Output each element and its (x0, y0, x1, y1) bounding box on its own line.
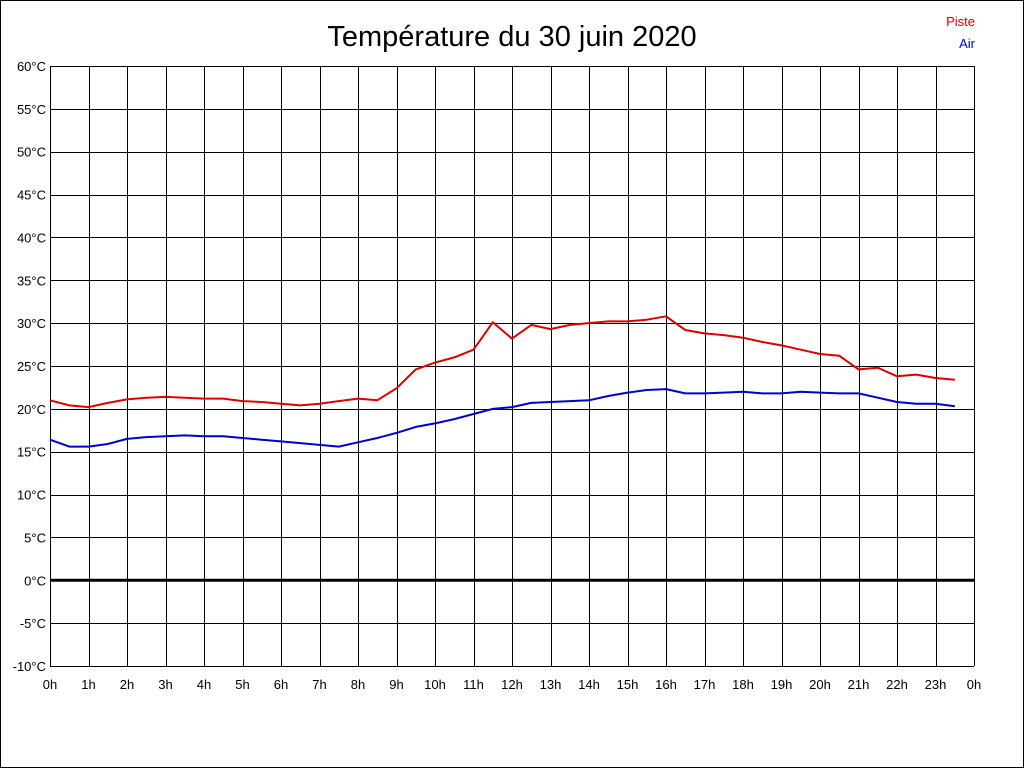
series-line-piste (49, 315, 955, 409)
chart-title: Température du 30 juin 2020 (327, 21, 696, 53)
x-tick-label: 19h (771, 677, 793, 692)
x-tick-label: 2h (120, 677, 134, 692)
x-tick-label: 14h (578, 677, 600, 692)
x-tick-label: 0h (967, 677, 981, 692)
y-axis-ticks: 60°C 55°C 50°C 45°C 40°C 35°C 30°C 25°C 20°C 15°C… (13, 59, 46, 674)
x-tick-label: 18h (732, 677, 754, 692)
y-tick-label: 55°C (17, 102, 46, 117)
x-tick-label: 13h (540, 677, 562, 692)
x-tick-label: 15h (617, 677, 639, 692)
x-tick-label: 7h (312, 677, 326, 692)
series-line-air (49, 388, 955, 448)
x-tick-label: 23h (925, 677, 947, 692)
x-tick-label: 5h (235, 677, 249, 692)
x-tick-label: 22h (886, 677, 908, 692)
x-tick-label: 10h (424, 677, 446, 692)
chart-grid (50, 66, 975, 667)
y-tick-label: 60°C (17, 59, 46, 74)
y-tick-label: 40°C (17, 230, 46, 245)
x-tick-label: 3h (158, 677, 172, 692)
x-tick-label: 1h (81, 677, 95, 692)
x-tick-label: 12h (501, 677, 523, 692)
y-tick-label: 5°C (24, 530, 46, 545)
y-tick-label: 20°C (17, 402, 46, 417)
x-tick-label: 8h (351, 677, 365, 692)
x-tick-label: 11h (463, 677, 484, 692)
legend-entry-air: Air (959, 36, 976, 51)
x-tick-label: 0h (43, 677, 57, 692)
y-tick-label: 45°C (17, 188, 46, 203)
x-tick-label: 21h (848, 677, 870, 692)
x-tick-label: 20h (809, 677, 831, 692)
y-tick-label: 0°C (24, 573, 46, 588)
y-tick-label: 10°C (17, 488, 46, 503)
chart-series (49, 315, 955, 448)
legend-entry-piste: Piste (946, 14, 975, 29)
chart-legend: Piste Air (946, 14, 976, 51)
x-tick-label: 6h (274, 677, 288, 692)
y-tick-label: 35°C (17, 273, 46, 288)
y-tick-label: 15°C (17, 445, 46, 460)
y-tick-label: 50°C (17, 145, 46, 160)
x-tick-label: 17h (694, 677, 716, 692)
x-axis-ticks: 0h 1h 2h 3h 4h 5h 6h 7h 8h 9h 10h 11h 12h 13h 14h 15h 16… (43, 677, 981, 692)
x-tick-label: 9h (389, 677, 403, 692)
y-tick-label: -5°C (20, 616, 46, 631)
x-tick-label: 4h (197, 677, 211, 692)
y-tick-label: -10°C (13, 659, 46, 674)
y-tick-label: 25°C (17, 359, 46, 374)
y-tick-label: 30°C (17, 316, 46, 331)
x-tick-label: 16h (655, 677, 677, 692)
